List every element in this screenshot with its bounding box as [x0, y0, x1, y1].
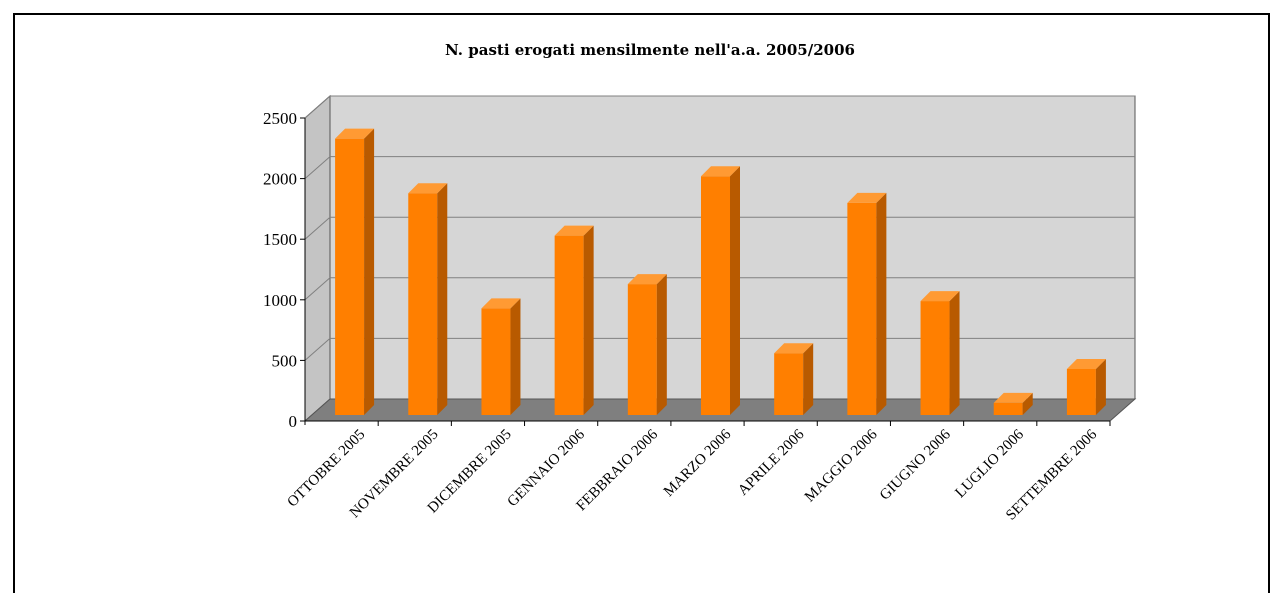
bar-side	[437, 183, 448, 415]
bar-top	[335, 128, 375, 139]
y-tick-label: 500	[272, 351, 298, 370]
bar-top	[701, 166, 740, 177]
y-tick-label: 2500	[263, 109, 297, 128]
bar-side	[803, 343, 814, 415]
bar-top	[774, 343, 814, 354]
bar-side	[876, 192, 887, 415]
bar-top	[847, 192, 887, 203]
chart-title: N. pasti erogati mensilmente nell'a.a. 2…	[445, 41, 855, 59]
x-tick-label: GIUGNO 2006	[877, 426, 954, 503]
bar-front	[847, 202, 877, 415]
bar	[554, 225, 594, 415]
bar	[920, 291, 960, 415]
bar-front	[774, 353, 804, 415]
bar	[993, 392, 1033, 415]
x-tick-label: LUGLIO 2006	[952, 426, 1027, 501]
bar-side	[583, 225, 594, 415]
x-tick-label: MARZO 2006	[661, 426, 735, 500]
bar-front	[920, 301, 950, 415]
bar-top	[920, 291, 960, 302]
bar-side	[364, 128, 375, 415]
bar	[774, 343, 814, 415]
bar-side	[949, 291, 960, 415]
bar-top	[627, 274, 667, 285]
bar	[408, 183, 448, 415]
bar-side	[510, 298, 521, 415]
side-wall	[304, 94, 331, 423]
bar-side	[656, 274, 667, 415]
y-tick-label: 2000	[263, 170, 297, 189]
x-tick-label: OTTOBRE 2005	[285, 427, 369, 511]
bar	[335, 128, 375, 415]
bar-front	[627, 284, 657, 415]
x-tick-label: MAGGIO 2006	[802, 426, 881, 505]
bar	[481, 298, 521, 415]
x-tick-label: GENNAIO 2006	[504, 426, 588, 510]
bar	[627, 274, 667, 415]
bar-front	[408, 193, 438, 415]
bar-front	[701, 176, 730, 415]
bar-front	[335, 138, 365, 415]
bar-front	[554, 235, 584, 415]
bar	[701, 166, 740, 415]
y-tick-label: 0	[289, 412, 298, 431]
bar-top	[1066, 358, 1106, 369]
x-tick-label: FEBBRAIO 2006	[574, 426, 662, 514]
grid-line-side	[304, 216, 331, 240]
grid-lines	[304, 95, 1135, 361]
bar-front	[993, 402, 1023, 415]
bar-front	[481, 308, 511, 415]
bar-top	[408, 183, 448, 194]
y-tick-label: 1500	[263, 230, 297, 249]
grid-line-side	[304, 338, 331, 361]
grid-line-side	[304, 95, 331, 119]
bar-side	[730, 166, 740, 415]
bar-front	[1066, 368, 1096, 415]
bar-top	[554, 225, 594, 236]
bar-top	[993, 392, 1033, 403]
bar-side	[1095, 358, 1106, 415]
bars	[335, 128, 1106, 415]
grid-line-side	[304, 277, 331, 301]
bar	[847, 192, 887, 415]
y-axis: 0 500 1000 1500 2000 2500	[263, 109, 306, 431]
bar-top	[481, 298, 521, 309]
bar-side	[1022, 392, 1033, 415]
bar	[1066, 358, 1106, 415]
y-tick-label: 1000	[263, 291, 297, 310]
x-tick-label: APRILE 2006	[735, 426, 808, 499]
grid-line-side	[304, 156, 331, 179]
